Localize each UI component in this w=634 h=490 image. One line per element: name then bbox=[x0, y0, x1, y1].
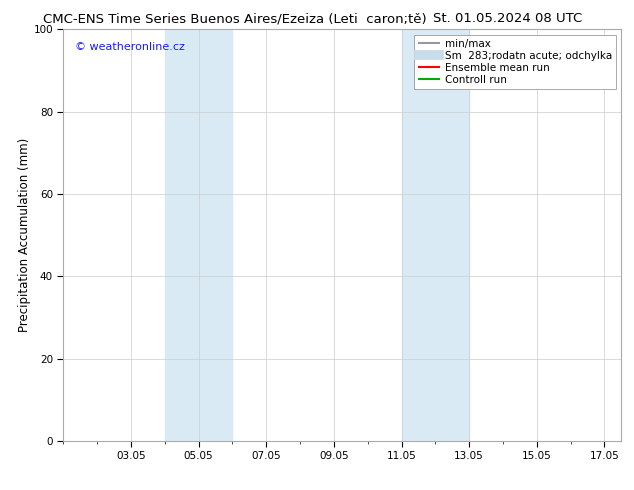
Bar bbox=[165, 29, 198, 441]
Text: © weatheronline.cz: © weatheronline.cz bbox=[75, 42, 184, 52]
Bar bbox=[198, 29, 233, 441]
Bar bbox=[436, 29, 469, 441]
Y-axis label: Precipitation Accumulation (mm): Precipitation Accumulation (mm) bbox=[18, 138, 30, 332]
Text: CMC-ENS Time Series Buenos Aires/Ezeiza (Leti  caron;tě): CMC-ENS Time Series Buenos Aires/Ezeiza … bbox=[42, 12, 427, 25]
Bar bbox=[401, 29, 436, 441]
Text: St. 01.05.2024 08 UTC: St. 01.05.2024 08 UTC bbox=[432, 12, 582, 25]
Legend: min/max, Sm  283;rodatn acute; odchylka, Ensemble mean run, Controll run: min/max, Sm 283;rodatn acute; odchylka, … bbox=[415, 35, 616, 89]
